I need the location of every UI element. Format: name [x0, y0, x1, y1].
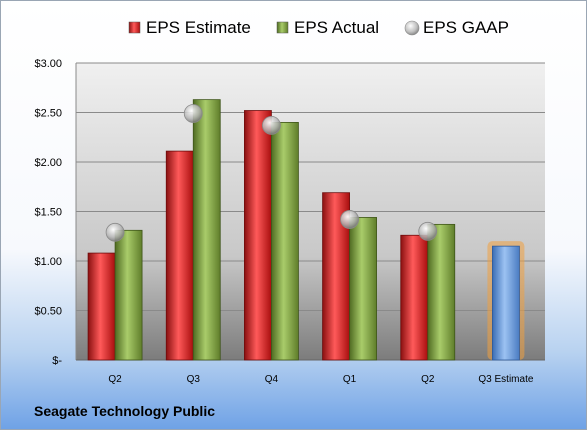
legend-swatch	[276, 21, 289, 34]
legend: EPS Estimate EPS Actual EPS GAAP	[128, 18, 509, 37]
y-tick-label: $-	[52, 355, 62, 367]
legend-swatch	[404, 20, 420, 36]
legend-label: EPS Actual	[294, 18, 379, 37]
bar-eps-actual	[271, 122, 299, 361]
x-tick-label: Q2	[108, 374, 122, 385]
y-tick-label: $1.50	[34, 207, 62, 219]
bar-eps-estimate	[87, 252, 116, 361]
bar-eps-estimate	[165, 150, 194, 361]
x-tick-label: Q1	[343, 374, 357, 385]
marker-eps-gaap	[340, 210, 359, 229]
x-tick-label: Q3	[187, 374, 201, 385]
x-tick-label: Q3 Estimate	[478, 374, 533, 385]
legend-item: EPS GAAP	[404, 18, 509, 37]
legend-item: EPS Estimate	[128, 18, 251, 37]
bar-eps-actual	[114, 229, 143, 361]
legend-label: EPS Estimate	[146, 18, 251, 37]
marker-eps-gaap	[418, 221, 438, 241]
x-tick-label: Q4	[265, 374, 279, 385]
legend-item: EPS Actual	[276, 18, 379, 37]
legend-label: EPS GAAP	[423, 18, 509, 37]
bar-eps-actual	[427, 223, 456, 361]
marker-eps-gaap	[105, 222, 125, 242]
legend-swatch	[128, 21, 141, 34]
bar-eps-actual	[349, 217, 377, 361]
bar-eps-forecast	[492, 245, 520, 361]
y-tick-label: $3.00	[34, 58, 62, 70]
company-name: Seagate Technology Public	[34, 403, 216, 419]
y-tick-label: $1.00	[34, 256, 62, 268]
bar-eps-estimate	[400, 234, 429, 361]
y-tick-label: $0.50	[34, 306, 62, 318]
bar-eps-actual	[192, 99, 221, 361]
x-tick-label: Q2	[421, 374, 435, 385]
y-tick-label: $2.50	[34, 108, 62, 120]
marker-eps-gaap	[183, 104, 203, 123]
y-tick-label: $2.00	[34, 157, 62, 169]
marker-eps-gaap	[262, 115, 281, 135]
bar-eps-estimate	[244, 110, 272, 361]
